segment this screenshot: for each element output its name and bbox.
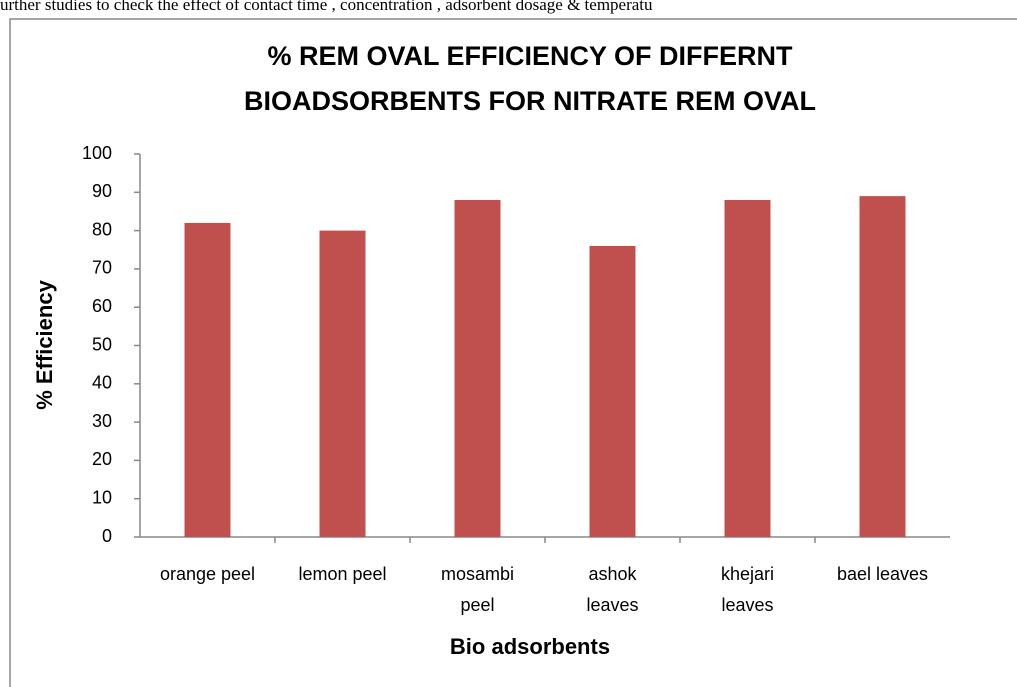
x-tick-label: khejari leaves (721, 564, 774, 615)
y-axis-label: % Efficiency (32, 279, 57, 409)
bar (319, 230, 366, 537)
chart-border (9, 18, 1017, 687)
chart-title: % REM OVAL EFFICIENCY OF DIFFERNT (267, 41, 793, 71)
bar (184, 222, 231, 537)
y-tick-label: 90 (92, 181, 112, 201)
x-tick-label: mosambi peel (441, 564, 514, 615)
y-tick-label: 80 (92, 219, 112, 239)
bar (859, 196, 906, 537)
y-tick-label: 10 (92, 487, 112, 507)
x-tick-label: bael leaves (837, 564, 928, 584)
y-tick-label: 30 (92, 411, 112, 431)
chart-title: BIOADSORBENTS FOR NITRATE REM OVAL (244, 86, 816, 116)
x-tick-label: orange peel (160, 564, 255, 584)
y-tick-label: 70 (92, 258, 112, 278)
y-tick-label: 60 (92, 296, 112, 316)
x-tick-label: lemon peel (298, 564, 386, 584)
y-tick-label: 0 (102, 526, 112, 546)
bar (454, 199, 501, 537)
bar (589, 245, 636, 538)
x-tick-label: ashok leaves (586, 564, 638, 615)
y-tick-label: 40 (92, 373, 112, 393)
header-text: urther studies to check the effect of co… (0, 0, 653, 14)
x-axis-label: Bio adsorbents (450, 634, 610, 659)
y-tick-label: 100 (82, 143, 112, 163)
y-tick-label: 50 (92, 334, 112, 354)
bar (724, 199, 771, 537)
y-tick-label: 20 (92, 449, 112, 469)
